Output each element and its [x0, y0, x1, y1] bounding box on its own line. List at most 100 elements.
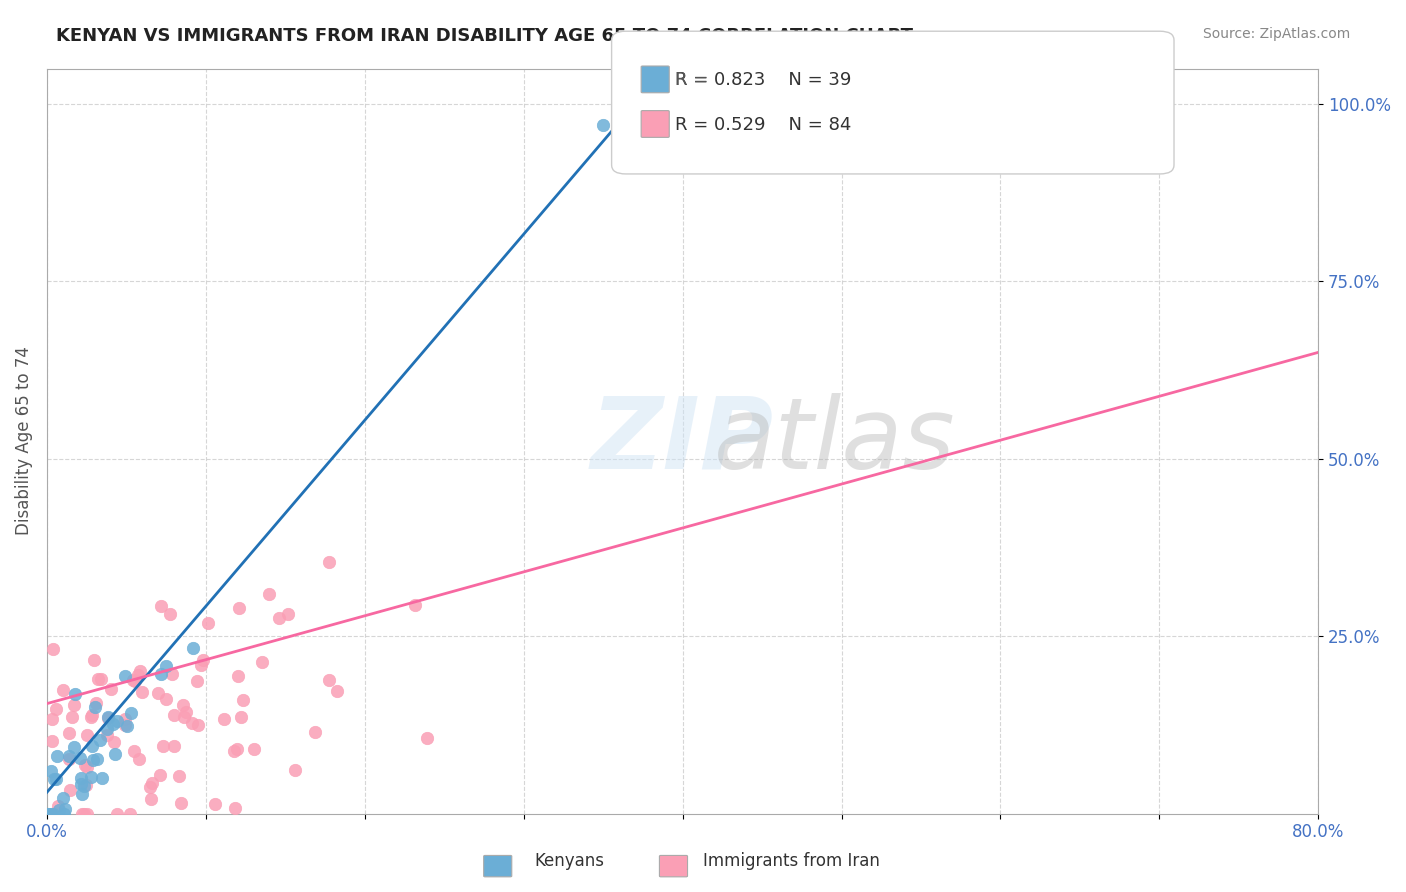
Point [63, 698, 86, 713]
Point [86, 752, 108, 766]
Point [89, 732, 111, 747]
Point [73, 779, 96, 793]
Point [131, 684, 153, 698]
Point [70, 772, 93, 786]
Point [103, 734, 125, 748]
Point [115, 719, 138, 733]
Point [152, 739, 174, 754]
Point [416, 731, 439, 745]
Point [139, 792, 162, 806]
Point [76, 806, 98, 821]
Point [155, 658, 177, 673]
Point [45, 772, 67, 786]
Point [52, 682, 75, 697]
Point [91, 771, 114, 785]
Point [52, 806, 75, 821]
Point [193, 653, 215, 667]
Point [167, 769, 190, 783]
Point [163, 707, 186, 722]
Point [83, 653, 105, 667]
Point [105, 714, 128, 728]
Point [90, 673, 112, 687]
Point [169, 797, 191, 811]
Point [204, 797, 226, 811]
Point [100, 682, 122, 697]
Point [75, 778, 97, 792]
Point [120, 806, 142, 821]
Point [63, 687, 86, 701]
Point [187, 718, 209, 732]
Point [174, 705, 197, 719]
Point [128, 664, 150, 678]
Point [141, 776, 163, 790]
Text: KENYAN VS IMMIGRANTS FROM IRAN DISABILITY AGE 65 TO 74 CORRELATION CHART: KENYAN VS IMMIGRANTS FROM IRAN DISABILIT… [56, 27, 914, 45]
Point [35, 806, 58, 821]
Point [224, 801, 246, 815]
Text: Source: ZipAtlas.com: Source: ZipAtlas.com [1202, 27, 1350, 41]
Point [58, 748, 80, 763]
Point [190, 657, 212, 672]
Point [243, 741, 266, 756]
Point [59, 783, 82, 797]
Point [63, 740, 86, 755]
Point [58, 726, 80, 740]
Point [96, 728, 118, 742]
Text: ZIP: ZIP [591, 392, 775, 490]
Point [58, 751, 80, 765]
Point [318, 556, 340, 570]
Point [163, 739, 186, 754]
Point [60, 710, 83, 724]
Point [84, 696, 107, 710]
Point [277, 607, 299, 621]
Point [222, 744, 245, 758]
Text: atlas: atlas [714, 392, 956, 490]
Point [73, 758, 96, 772]
Point [114, 669, 136, 683]
Text: Immigrants from Iran: Immigrants from Iran [703, 852, 880, 870]
Point [180, 716, 202, 731]
Point [80, 710, 103, 724]
Point [44, 772, 66, 787]
Point [225, 742, 247, 756]
Point [73, 806, 96, 821]
Point [41, 806, 63, 821]
Point [181, 641, 204, 656]
Point [80, 739, 103, 753]
Point [232, 693, 254, 707]
Point [70, 776, 93, 790]
Point [304, 725, 326, 739]
Point [45, 702, 67, 716]
Point [41, 712, 63, 726]
Text: R = 0.823    N = 39: R = 0.823 N = 39 [675, 71, 851, 89]
Point [318, 673, 340, 687]
Point [104, 747, 127, 762]
Point [404, 598, 426, 612]
Point [122, 673, 145, 688]
Text: R =: R = [675, 71, 714, 89]
Point [41, 734, 63, 748]
Point [86, 672, 108, 686]
Point [257, 587, 280, 601]
Point [149, 599, 172, 613]
Y-axis label: Disability Age 65 to 74: Disability Age 65 to 74 [15, 347, 32, 535]
Point [149, 768, 172, 782]
Point [172, 698, 194, 712]
Point [70, 788, 93, 802]
Text: Kenyans: Kenyans [534, 852, 605, 870]
Point [114, 712, 136, 726]
Point [120, 706, 142, 720]
Point [70, 806, 93, 821]
Point [46, 748, 69, 763]
Point [149, 666, 172, 681]
Point [128, 752, 150, 766]
Point [197, 615, 219, 630]
Point [82, 708, 104, 723]
Point [52, 791, 75, 805]
Point [592, 118, 614, 132]
Point [101, 717, 124, 731]
Point [105, 806, 128, 821]
Point [76, 760, 98, 774]
Point [250, 655, 273, 669]
Text: R = 0.529    N = 84: R = 0.529 N = 84 [675, 116, 851, 134]
Point [69, 751, 91, 765]
